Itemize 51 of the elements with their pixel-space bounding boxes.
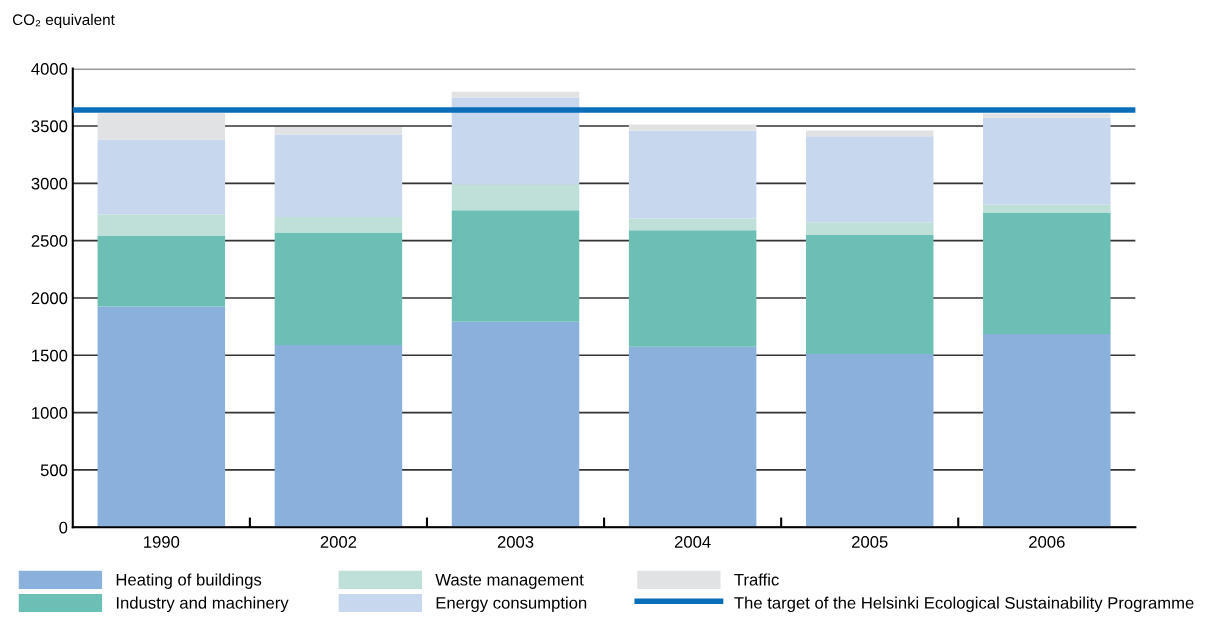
bar: [451, 210, 580, 322]
y-tick-label: 2500: [31, 235, 68, 247]
bar: [983, 212, 1111, 334]
bar: [274, 127, 403, 135]
bar: [274, 344, 403, 528]
y-axis-title: CO₂ equivalent: [12, 13, 115, 29]
bar: [451, 184, 580, 211]
bar: [274, 217, 403, 233]
y-tick-label: 3000: [31, 177, 68, 190]
bar: [805, 234, 934, 354]
bar: [983, 204, 1111, 213]
x-tick-label: 1990: [144, 536, 180, 548]
bar: [628, 130, 757, 219]
bar: [983, 333, 1111, 528]
bar: [628, 218, 757, 231]
bar: [97, 236, 226, 307]
legend-label: Waste management: [435, 573, 584, 589]
bar: [628, 346, 757, 528]
legend-label: The target of the Helsinki Ecological Sustainability Programme: [734, 596, 1194, 613]
y-tick-label: 1000: [32, 407, 68, 419]
bar: [451, 91, 580, 98]
legend-label: Traffic: [734, 573, 779, 586]
y-tick-label: 4000: [31, 63, 68, 75]
bar: [451, 97, 580, 185]
y-tick-label: 1500: [32, 349, 68, 362]
y-tick-label: 500: [40, 464, 68, 477]
y-tick-label: 0: [59, 521, 68, 534]
x-tick-label: 2002: [320, 536, 357, 548]
legend-label: Energy consumption: [436, 596, 587, 613]
bar: [97, 113, 226, 140]
bar: [628, 124, 757, 131]
bar: [983, 117, 1111, 205]
bar: [274, 232, 403, 345]
bar: [451, 321, 580, 528]
legend-label: Industry and machinery: [116, 596, 289, 613]
bar: [97, 214, 226, 237]
x-tick-label: 2004: [674, 536, 711, 548]
bar: [805, 136, 934, 223]
x-tick-label: 2005: [852, 536, 888, 548]
bar: [97, 139, 226, 215]
x-tick-label: 2003: [497, 536, 534, 548]
bar: [805, 222, 934, 235]
y-tick-label: 3500: [31, 120, 68, 133]
legend-label: Heating of buildings: [116, 573, 262, 589]
bar: [983, 113, 1111, 118]
bar: [805, 353, 934, 528]
bar: [628, 230, 757, 347]
bar: [97, 306, 226, 528]
bar: [274, 134, 403, 218]
y-tick-label: 2000: [31, 292, 68, 305]
x-tick-label: 2006: [1029, 536, 1065, 548]
